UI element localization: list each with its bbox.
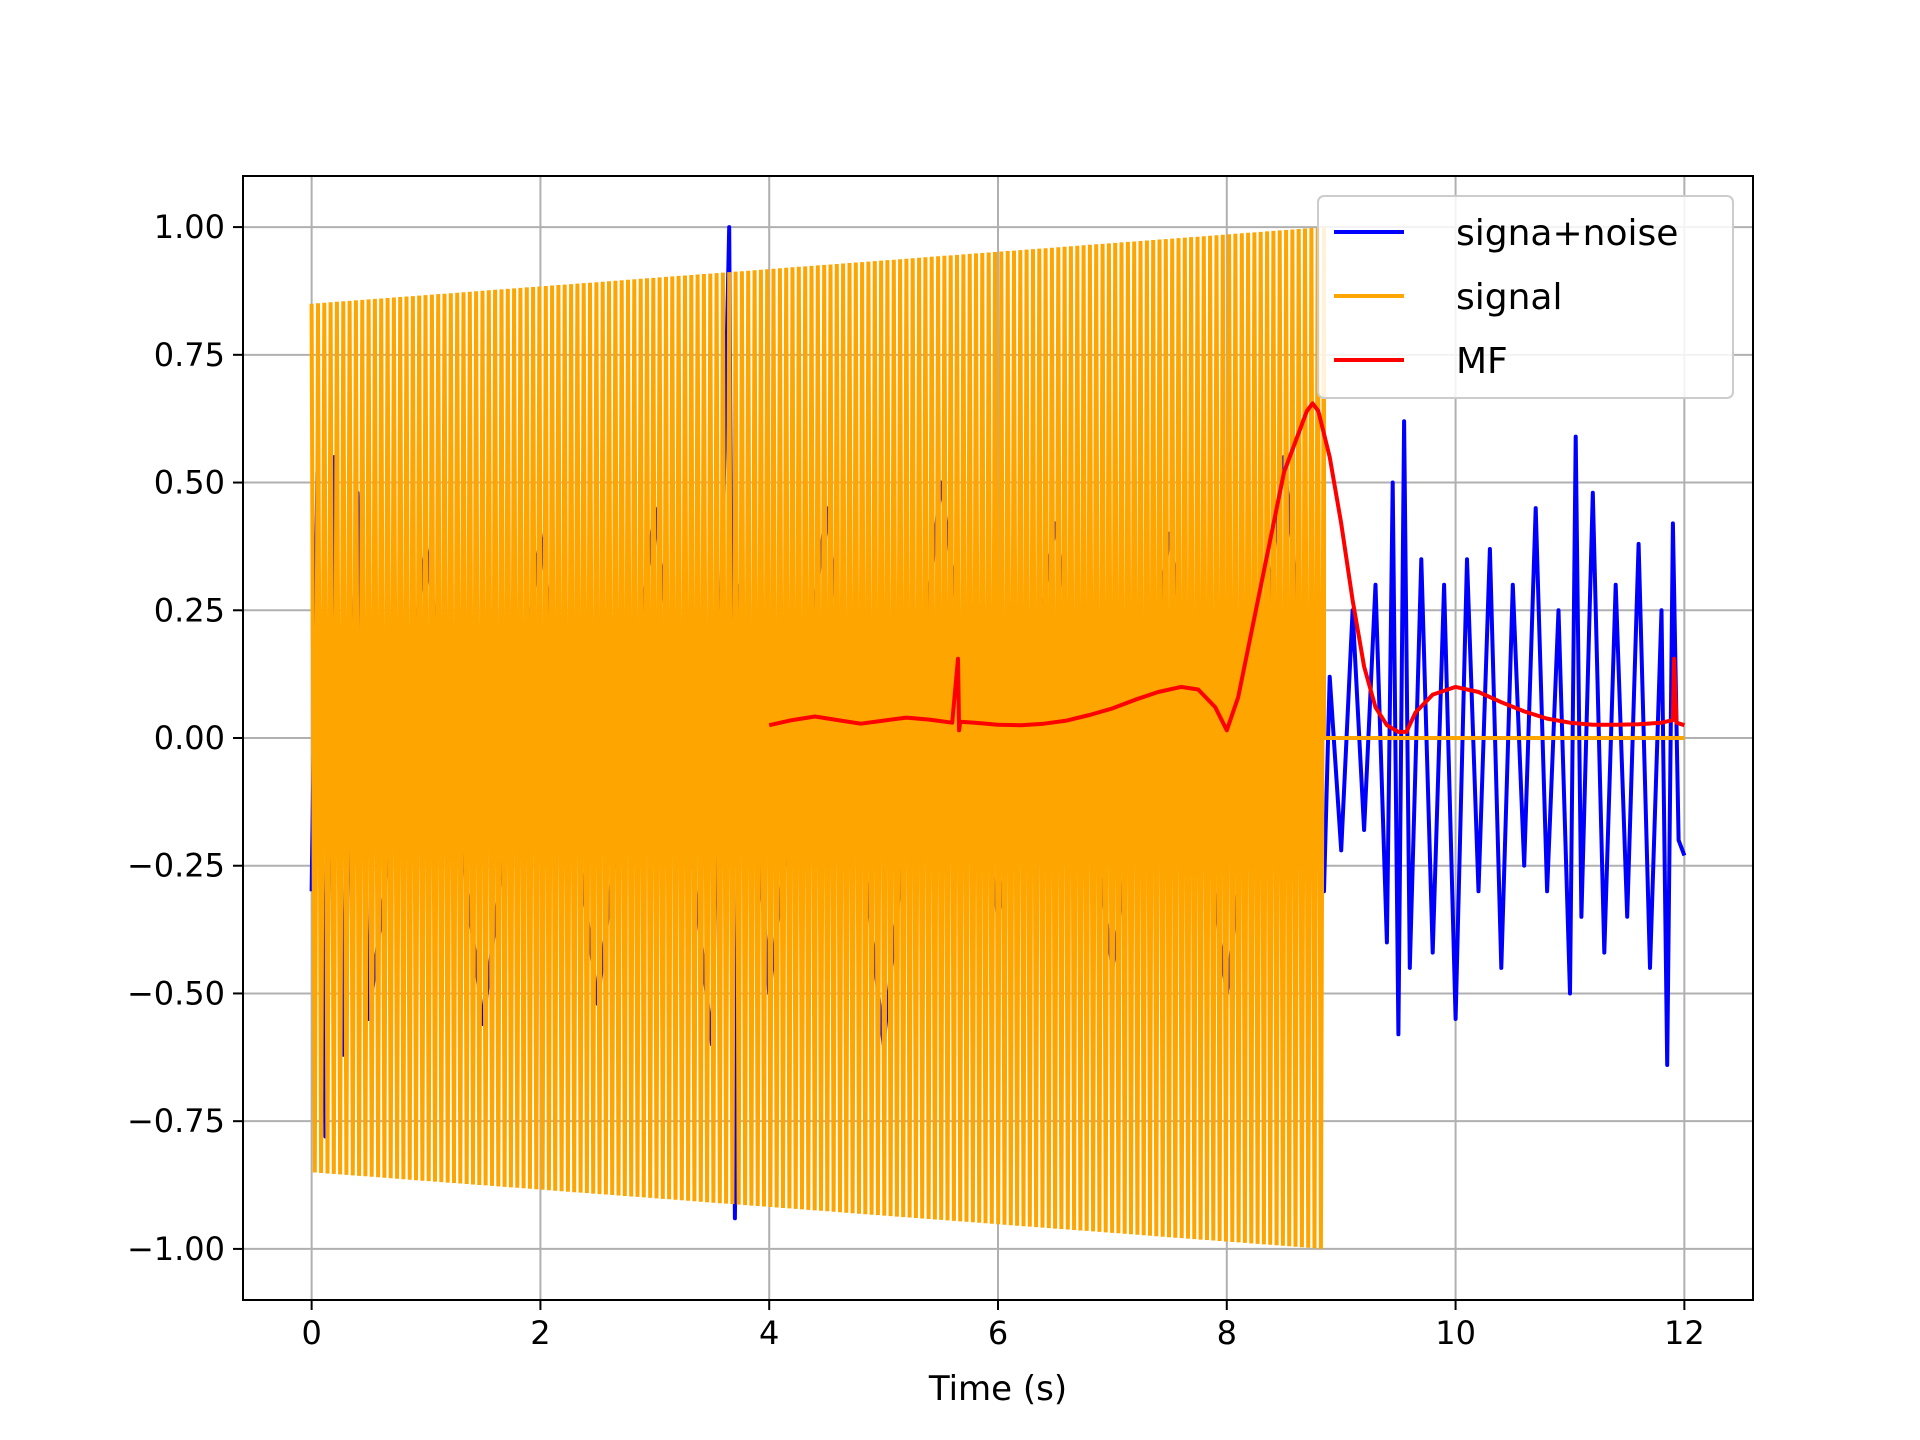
- x-tick-label: 0: [301, 1314, 321, 1352]
- x-tick-label: 6: [988, 1314, 1008, 1352]
- y-tick-label: −0.50: [127, 974, 225, 1012]
- y-tick-label: 1.00: [154, 208, 225, 246]
- y-tick-label: 0.25: [154, 591, 225, 629]
- x-axis-label: Time (s): [928, 1369, 1067, 1409]
- legend: signa+noise signal MF: [1317, 195, 1734, 399]
- y-tick-label: −0.75: [127, 1102, 225, 1140]
- y-tick-label: 0.00: [154, 719, 225, 757]
- x-tick-label: 8: [1217, 1314, 1237, 1352]
- y-tick-label: −0.25: [127, 847, 225, 885]
- y-tick-label: 0.75: [154, 336, 225, 374]
- x-tick-label: 10: [1435, 1314, 1476, 1352]
- y-axis: 1.00 0.75 0.50 0.25 0.00 −0.25 −0.50 −0.75 −1.00: [127, 208, 243, 1268]
- legend-box: [1317, 195, 1734, 399]
- x-tick-label: 2: [530, 1314, 550, 1352]
- y-tick-label: −1.00: [127, 1230, 225, 1268]
- series-line-mf: [768, 401, 1685, 734]
- legend-label: MF: [1456, 341, 1508, 382]
- series-layer: [309, 225, 1687, 1249]
- x-tick-label: 4: [759, 1314, 779, 1352]
- legend-label: signal: [1456, 277, 1563, 318]
- x-tick-label: 12: [1664, 1314, 1705, 1352]
- x-axis: 0 2 4 6 8 10 12: [301, 1300, 1705, 1352]
- series-line-signal: [309, 227, 1685, 1249]
- y-tick-label: 0.50: [154, 464, 225, 502]
- legend-label: signa+noise: [1456, 213, 1678, 254]
